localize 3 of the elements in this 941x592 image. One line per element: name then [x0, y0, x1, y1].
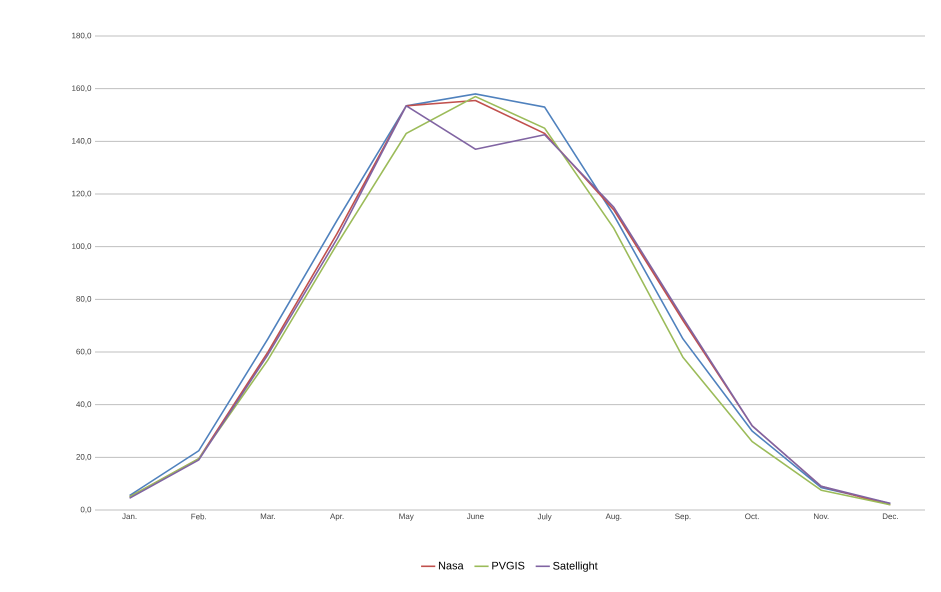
legend-label: PVGIS [492, 562, 524, 570]
legend-label: Nasa [438, 562, 464, 570]
legend-label: Satellight [553, 562, 598, 572]
